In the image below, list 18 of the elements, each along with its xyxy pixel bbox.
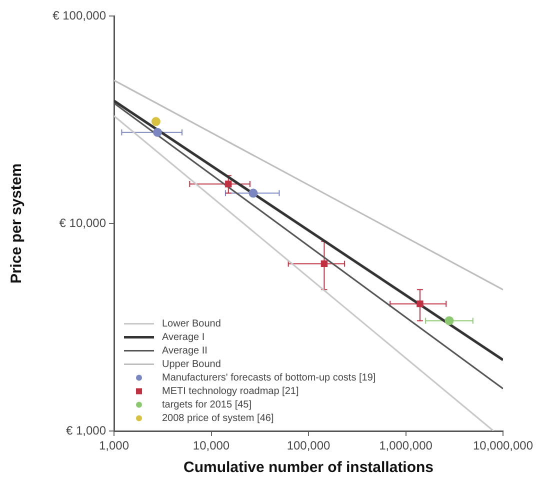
legend-label: Manufacturers' forecasts of bottom-up costs [19] <box>162 372 376 384</box>
legend-label: Upper Bound <box>162 359 221 370</box>
legend-label: Lower Bound <box>162 318 221 330</box>
legend-label: Average II <box>162 346 208 356</box>
y-tick-label: € 1,000 <box>66 423 106 438</box>
x-tick-label: 1,000,000 <box>379 438 433 453</box>
x-axis-title: Cumulative number of installations <box>183 459 434 476</box>
legend-label: 2008 price of system [46] <box>162 413 274 424</box>
x-tick-label: 10,000,000 <box>472 438 534 453</box>
y-axis-title: Price per system <box>8 163 26 284</box>
x-tick-label: 100,000 <box>286 438 331 453</box>
legend-label: METI technology roadmap [21] <box>162 386 299 397</box>
legend-label: targets for 2015 [45] <box>162 400 252 410</box>
legend-label: Average I <box>162 332 205 343</box>
x-tick-label: 1,000 <box>98 438 130 453</box>
y-tick-label: € 100,000 <box>52 8 106 22</box>
x-tick-label: 10,000 <box>192 438 230 453</box>
y-tick-label: € 10,000 <box>59 216 106 230</box>
